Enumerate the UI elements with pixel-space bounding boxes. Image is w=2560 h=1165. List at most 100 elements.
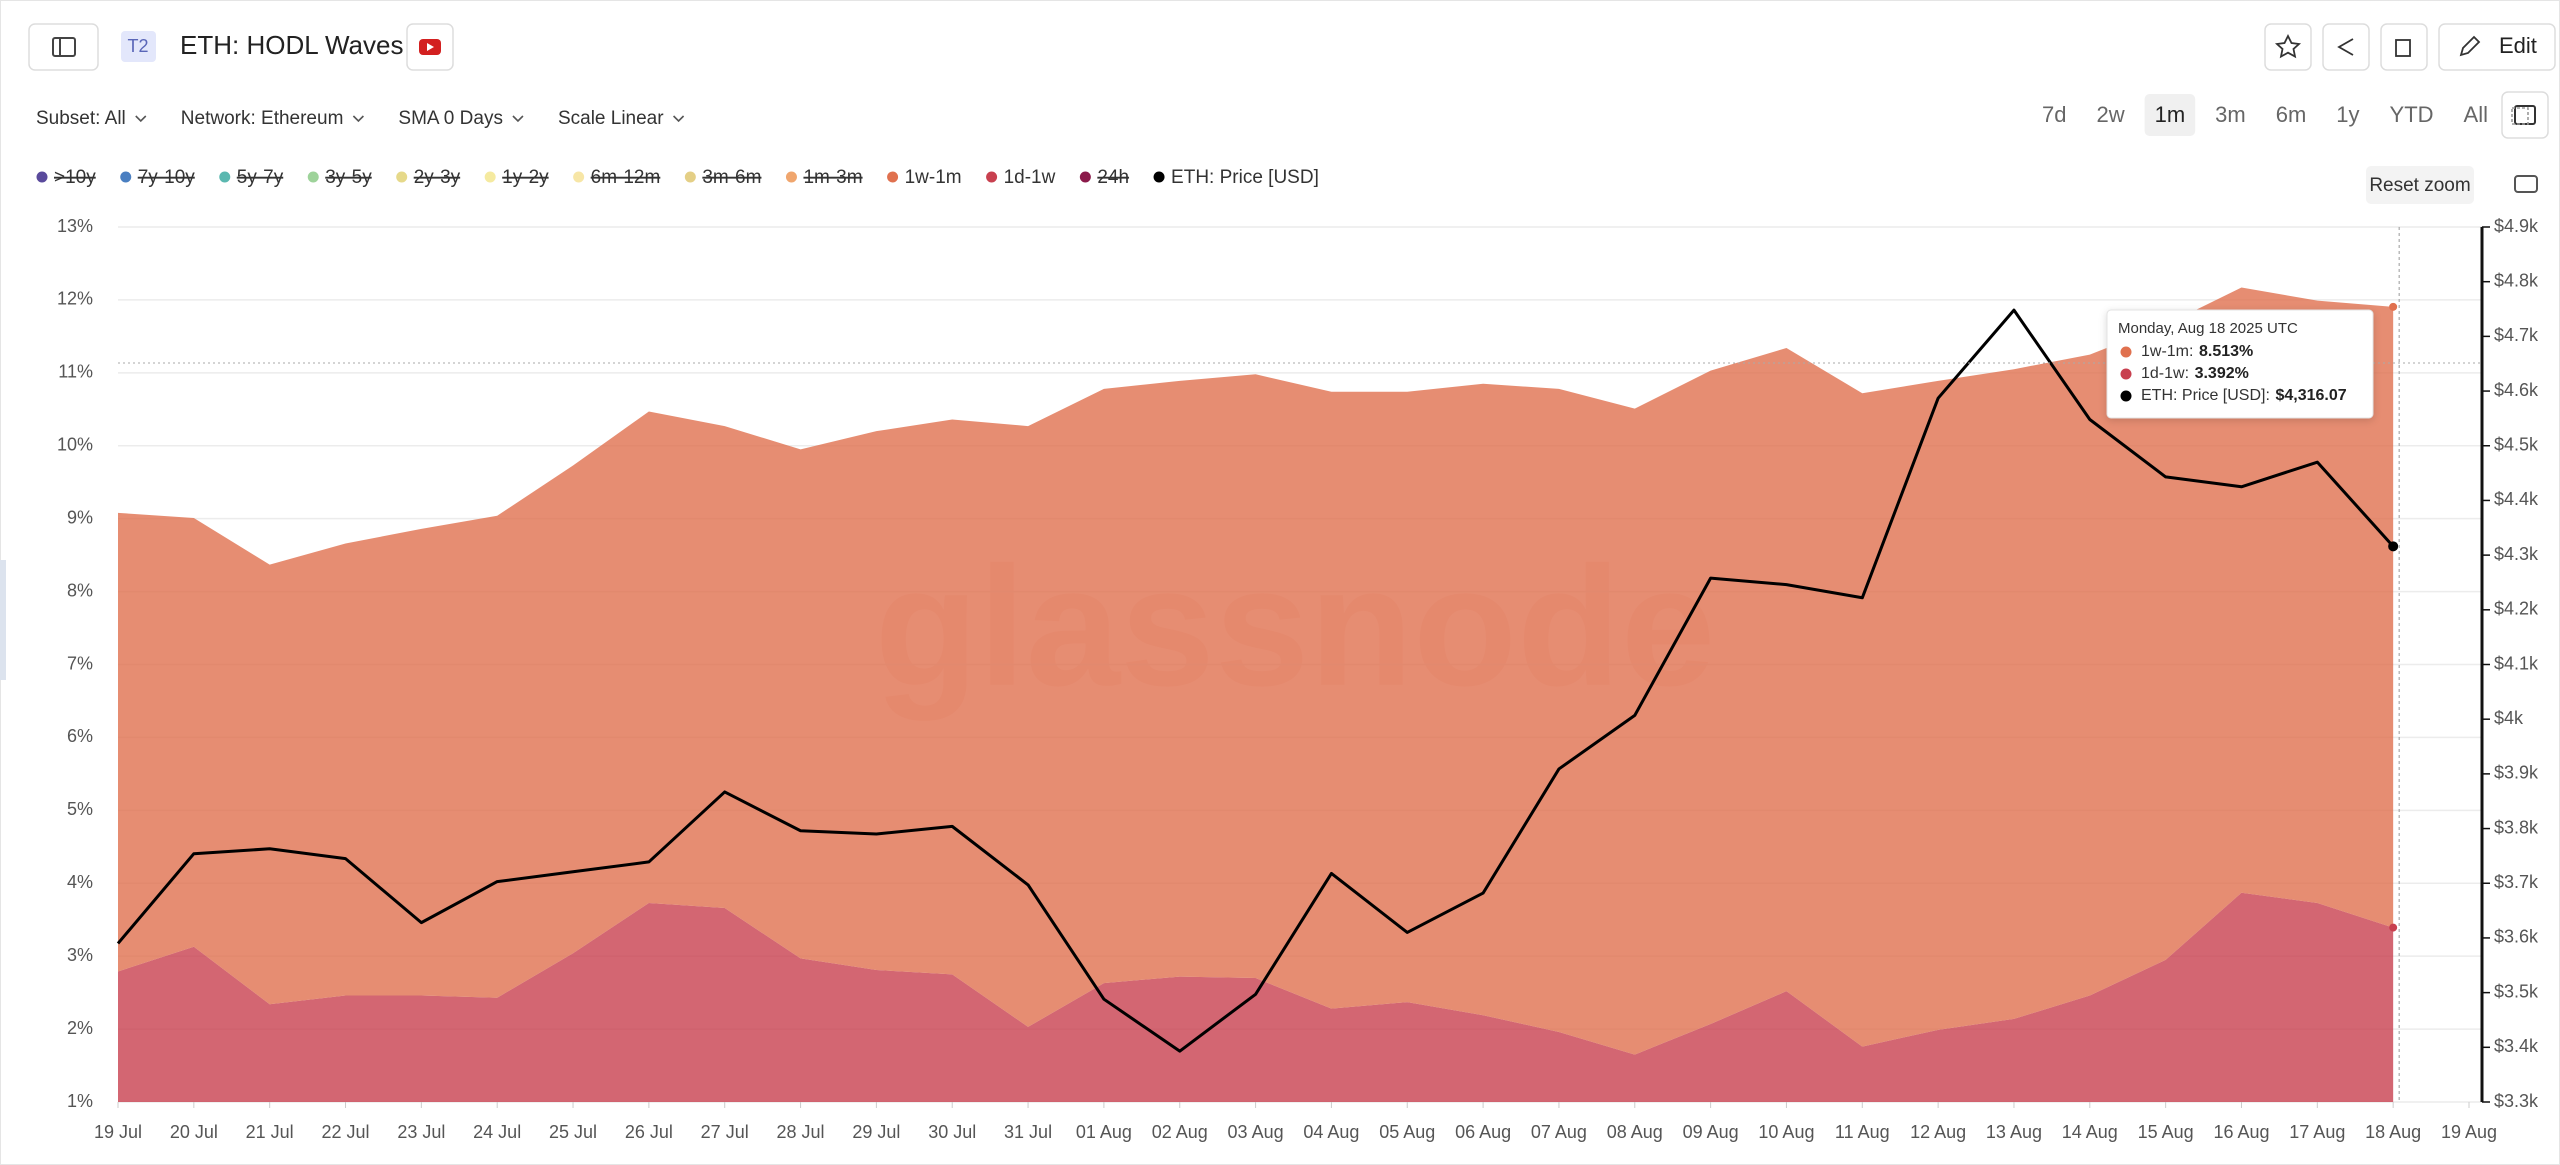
y2-tick-label: $4.1k xyxy=(2494,653,2539,673)
share-button[interactable] xyxy=(2322,23,2370,71)
legend-dot xyxy=(484,171,496,183)
camera-icon[interactable] xyxy=(2514,175,2538,193)
y2-tick-label: $4.9k xyxy=(2494,216,2539,236)
y-tick-label: 9% xyxy=(67,507,93,527)
edit-button[interactable] xyxy=(2438,23,2556,71)
legend-label[interactable]: 2y-3y xyxy=(414,167,461,188)
x-tick-label: 06 Aug xyxy=(1455,1122,1511,1142)
x-tick-label: 12 Aug xyxy=(1910,1122,1966,1142)
legend-dot xyxy=(219,171,231,183)
tooltip-value: 8.513% xyxy=(2199,343,2253,360)
x-tick-label: 03 Aug xyxy=(1228,1122,1284,1142)
range-button[interactable]: 2w xyxy=(2086,94,2134,136)
y2-tick-label: $3.8k xyxy=(2494,817,2539,837)
range-button[interactable]: 1m xyxy=(2144,94,2196,136)
badge-bg xyxy=(121,31,156,62)
reset-zoom-button[interactable] xyxy=(2366,166,2474,204)
y-tick-label: 3% xyxy=(67,945,93,965)
tooltip-value: $4,316.07 xyxy=(2275,387,2346,404)
y2-tick-label: $4.3k xyxy=(2494,544,2539,564)
filter[interactable]: Scale Linear xyxy=(558,108,664,129)
range-label: 1y xyxy=(2336,102,2359,127)
x-tick-label: 17 Aug xyxy=(2289,1122,2345,1142)
price-line xyxy=(116,308,2395,1053)
copy-button[interactable] xyxy=(2380,23,2428,71)
tooltip-title: Monday, Aug 18 2025 UTC xyxy=(2118,320,2298,337)
y2-tick-label: $3.5k xyxy=(2494,981,2539,1001)
range-button[interactable]: 6m xyxy=(2266,94,2317,136)
tooltip-name: 1w-1m xyxy=(2141,343,2189,360)
range-bg xyxy=(2144,94,2196,136)
legend-dot xyxy=(1079,171,1091,183)
legend-label[interactable]: 6m-12m xyxy=(591,167,661,188)
tooltip-dot xyxy=(2120,368,2132,380)
share-icon xyxy=(2337,38,2354,56)
range-button[interactable]: 3m xyxy=(2205,94,2256,136)
chevron xyxy=(135,115,147,123)
range-label: All xyxy=(2464,102,2488,127)
x-tick-label: 04 Aug xyxy=(1303,1122,1359,1142)
legend-dot xyxy=(887,171,899,183)
legend-label[interactable]: 1y-2y xyxy=(502,167,549,188)
star-button[interactable] xyxy=(2264,23,2312,71)
legend-label[interactable]: 1w-1m xyxy=(905,167,962,188)
y-tick-label: 10% xyxy=(57,435,93,455)
area xyxy=(118,287,2394,1055)
x-tick-label: 19 Jul xyxy=(94,1122,142,1142)
reset-zoom: Reset zoom xyxy=(2369,175,2470,196)
legend-label[interactable]: 1d-1w xyxy=(1004,167,1056,188)
range-button[interactable]: YTD xyxy=(2380,94,2444,136)
chart-title: ETH: HODL Waves xyxy=(180,30,403,60)
side-scroll xyxy=(0,560,6,680)
tooltip: Monday, Aug 18 2025 UTC1w-1m:8.513%1d-1w… xyxy=(2106,309,2374,419)
legend-label[interactable]: 24h xyxy=(1097,167,1129,188)
legend-label[interactable]: >10y xyxy=(54,167,96,188)
range-label: 6m xyxy=(2276,102,2307,127)
x-tick-label: 05 Aug xyxy=(1379,1122,1435,1142)
copy-icon xyxy=(2395,39,2411,57)
sidebar-button[interactable] xyxy=(28,23,99,71)
range-button[interactable]: 7d xyxy=(2032,94,2076,136)
legend-label[interactable]: ETH: Price [USD] xyxy=(1171,167,1319,188)
range-label: 1m xyxy=(2155,102,2186,127)
x-tick-label: 16 Aug xyxy=(2213,1122,2269,1142)
filter[interactable]: Subset: All xyxy=(36,108,126,129)
x-tick-label: 01 Aug xyxy=(1076,1122,1132,1142)
x-tick-label: 29 Jul xyxy=(852,1122,900,1142)
y-tick-label: 1% xyxy=(67,1091,93,1111)
y-tick-label: 11% xyxy=(58,362,93,382)
x-tick-label: 24 Jul xyxy=(473,1122,521,1142)
tooltip-name: ETH: Price [USD] xyxy=(2141,387,2265,404)
legend-label[interactable]: 5y-7y xyxy=(237,167,284,188)
youtube-play xyxy=(427,43,434,51)
tooltip-box xyxy=(2106,309,2374,419)
legend-label[interactable]: 3m-6m xyxy=(702,167,761,188)
x-tick-label: 19 Aug xyxy=(2441,1122,2497,1142)
legend-label[interactable]: 7y-10y xyxy=(138,167,196,188)
legend-label[interactable]: 3y-5y xyxy=(325,167,372,188)
chevron xyxy=(673,115,685,123)
legend-dot xyxy=(396,171,408,183)
y2-tick-label: $4.8k xyxy=(2494,270,2539,290)
y2-tick-label: $3.4k xyxy=(2494,1036,2539,1056)
range-label: YTD xyxy=(2390,102,2434,127)
tooltip-dot xyxy=(2120,390,2132,402)
zoom-icon[interactable] xyxy=(2511,107,2529,125)
y2-tick-label: $4.6k xyxy=(2494,380,2539,400)
calendar-button[interactable] xyxy=(2501,91,2549,139)
legend-dot xyxy=(307,171,319,183)
x-tick-label: 31 Jul xyxy=(1004,1122,1052,1142)
legend-label[interactable]: 1m-3m xyxy=(803,167,862,188)
range-button[interactable]: 1y xyxy=(2326,94,2369,136)
tooltip-sep: : xyxy=(2185,365,2189,382)
range-label: 3m xyxy=(2215,102,2246,127)
range-button[interactable]: All xyxy=(2454,94,2498,136)
y-tick-label: 8% xyxy=(67,580,93,600)
x-tick-label: 23 Jul xyxy=(397,1122,445,1142)
filter[interactable]: Network: Ethereum xyxy=(181,108,344,129)
filter[interactable]: SMA 0 Days xyxy=(398,108,503,129)
legend-dot xyxy=(120,171,132,183)
hover-dot xyxy=(2388,541,2399,552)
